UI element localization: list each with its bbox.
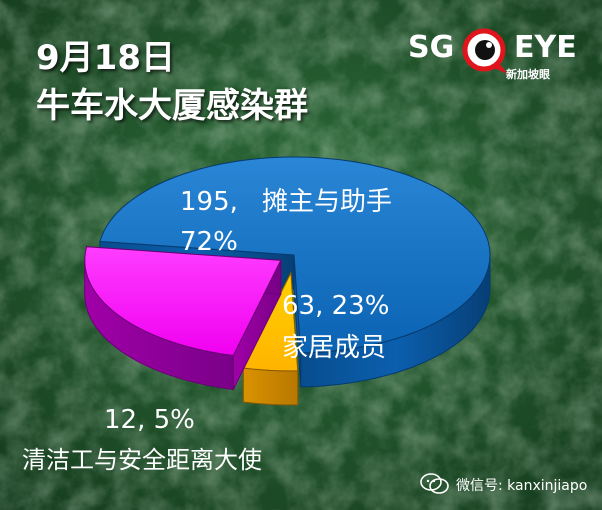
label-cleaners-value: 12, 5% — [104, 405, 195, 435]
pie-slice-cleaners — [242, 271, 299, 406]
pie-slice-vendors-top — [99, 156, 491, 354]
wechat-id-text: 微信号: kanxinjiapo — [456, 478, 588, 494]
label-family-value: 63, 23% — [282, 291, 389, 321]
logo-subtext: 新加坡眼 — [506, 68, 550, 81]
pie-slices — [84, 156, 491, 406]
wechat-icon — [420, 473, 449, 494]
pie-slice-family-top — [84, 246, 282, 357]
label-vendors-name: 摊主与助手 — [262, 187, 392, 217]
label-cleaners-name: 清洁工与安全距离大使 — [22, 446, 262, 474]
pie-slice-family — [84, 246, 282, 391]
label-vendors-percent: 72% — [180, 227, 238, 257]
sgeye-logo: SG EYE 新加坡眼 — [408, 24, 580, 84]
logo-left-text: SG — [408, 30, 455, 65]
label-family-name: 家居成员 — [282, 333, 386, 363]
pie-slice-cleaners-top — [242, 271, 299, 372]
logo-right-text: EYE — [514, 30, 577, 65]
pie-slice-cleaners-rim — [242, 367, 299, 406]
eye-icon — [462, 28, 508, 74]
label-vendors-value: 195, — [180, 187, 238, 217]
chart-title: 牛车水大厦感染群 — [36, 86, 308, 126]
chart-date: 9月18日 — [36, 38, 175, 78]
